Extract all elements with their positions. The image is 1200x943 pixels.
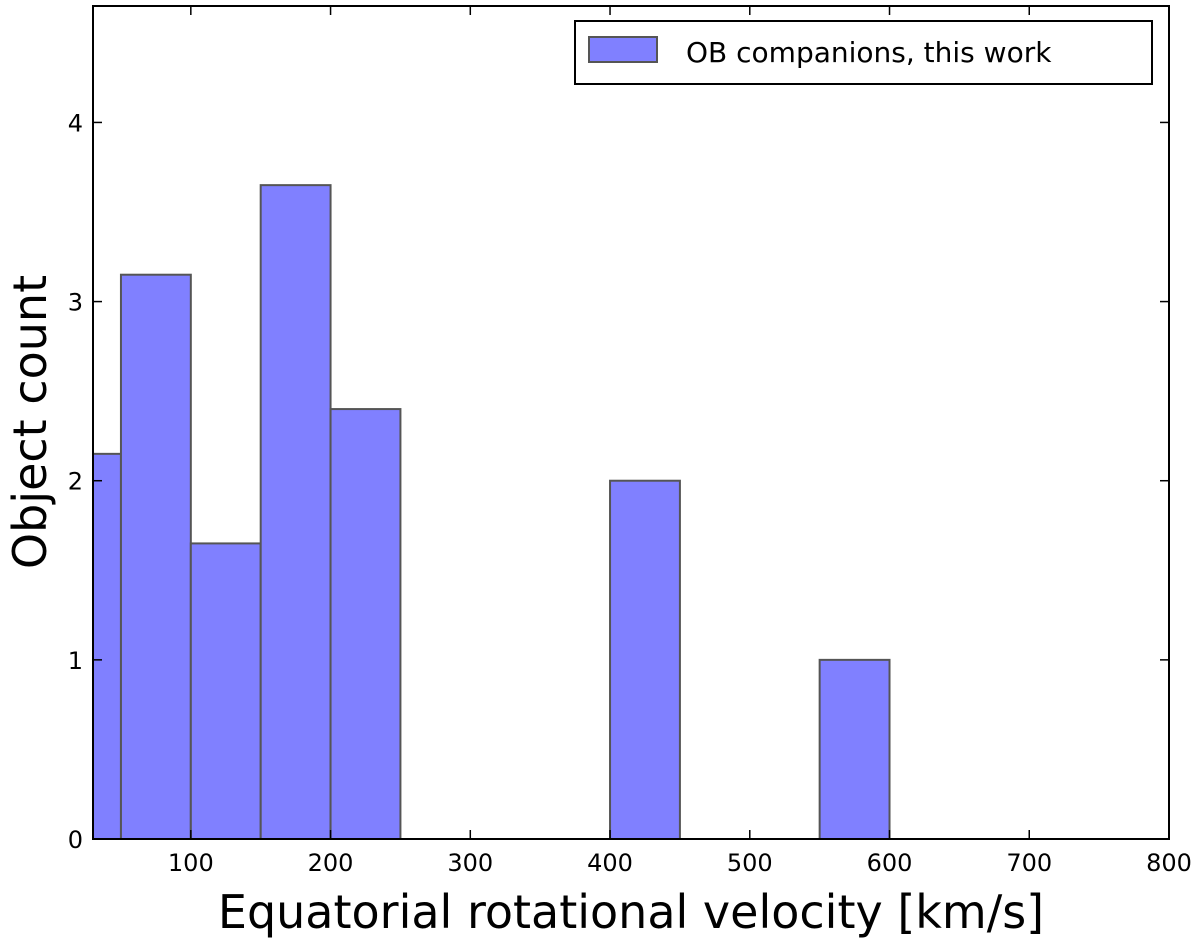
y-tick-label-4: 4 xyxy=(68,109,83,137)
x-tick-label-100: 100 xyxy=(168,849,214,877)
y-tick-label-3: 3 xyxy=(68,289,83,317)
y-tick-label-2: 2 xyxy=(68,468,83,496)
x-tick-label-600: 600 xyxy=(867,849,913,877)
x-tick-label-700: 700 xyxy=(1006,849,1052,877)
y-axis-title: Object count xyxy=(3,275,57,569)
legend-label: OB companions, this work xyxy=(686,36,1052,69)
legend: OB companions, this work xyxy=(574,20,1153,85)
y-tick-label-0: 0 xyxy=(68,826,83,854)
y-tick-label-1: 1 xyxy=(68,647,83,675)
histogram-bar-6 xyxy=(609,479,681,839)
x-tick-label-200: 200 xyxy=(308,849,354,877)
plot-frame xyxy=(92,5,1170,840)
histogram-bar-2 xyxy=(119,273,192,839)
histogram-bar-3 xyxy=(189,542,262,839)
x-tick-label-800: 800 xyxy=(1146,849,1192,877)
bars-group xyxy=(93,184,891,839)
histogram-bar-5 xyxy=(329,408,402,839)
ticks-group xyxy=(93,6,1170,840)
histogram-bar-7 xyxy=(818,658,891,839)
histogram-bar-4 xyxy=(259,184,332,839)
histogram-bar-1 xyxy=(93,452,122,839)
tick-labels-group: 100 200 300 400 500 600 700 800 0 1 2 3 4 xyxy=(68,109,1192,877)
legend-swatch xyxy=(588,36,658,63)
x-tick-label-300: 300 xyxy=(447,849,493,877)
legend-frame xyxy=(574,20,1153,85)
x-tick-label-400: 400 xyxy=(587,849,633,877)
x-axis-title: Equatorial rotational velocity [km/s] xyxy=(218,885,1044,939)
x-tick-label-500: 500 xyxy=(727,849,773,877)
